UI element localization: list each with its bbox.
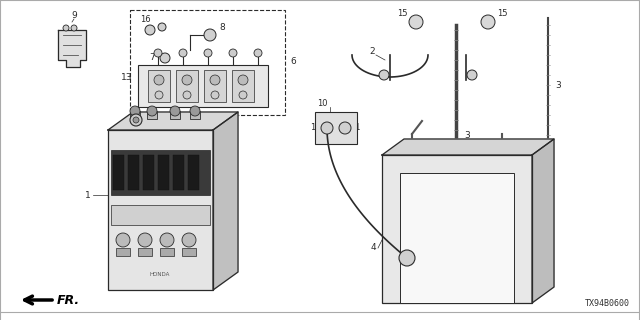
Circle shape xyxy=(210,75,220,85)
Text: 14: 14 xyxy=(415,261,427,270)
Circle shape xyxy=(238,75,248,85)
Text: 15: 15 xyxy=(397,9,407,18)
Bar xyxy=(111,150,210,195)
Circle shape xyxy=(130,106,140,116)
Bar xyxy=(138,248,152,256)
Bar xyxy=(160,248,174,256)
Polygon shape xyxy=(213,112,238,290)
Circle shape xyxy=(145,25,155,35)
Text: 8: 8 xyxy=(219,22,225,31)
Bar xyxy=(111,205,210,225)
Circle shape xyxy=(182,233,196,247)
Text: 4: 4 xyxy=(370,244,376,252)
Circle shape xyxy=(182,75,192,85)
Text: 13: 13 xyxy=(121,74,132,83)
Bar xyxy=(128,155,139,190)
Bar xyxy=(315,112,357,144)
Bar xyxy=(130,10,285,115)
Bar xyxy=(173,155,184,190)
Bar xyxy=(138,65,268,107)
Text: 2: 2 xyxy=(369,47,375,57)
Text: 3: 3 xyxy=(555,81,561,90)
Circle shape xyxy=(211,91,219,99)
Text: FR.: FR. xyxy=(57,293,80,307)
Circle shape xyxy=(254,49,262,57)
Circle shape xyxy=(399,250,415,266)
Bar xyxy=(143,155,154,190)
Bar xyxy=(158,155,169,190)
Circle shape xyxy=(229,49,237,57)
Circle shape xyxy=(147,106,157,116)
Circle shape xyxy=(116,233,130,247)
Circle shape xyxy=(138,233,152,247)
Bar xyxy=(188,155,199,190)
Circle shape xyxy=(467,70,477,80)
Circle shape xyxy=(339,122,351,134)
Circle shape xyxy=(154,75,164,85)
Circle shape xyxy=(183,91,191,99)
Bar xyxy=(204,70,226,102)
Text: 15: 15 xyxy=(497,9,508,18)
Bar xyxy=(148,70,170,102)
Text: 9: 9 xyxy=(71,12,77,20)
Circle shape xyxy=(481,15,495,29)
Circle shape xyxy=(158,23,166,31)
Circle shape xyxy=(133,117,139,123)
Circle shape xyxy=(179,49,187,57)
Text: 5: 5 xyxy=(151,108,157,116)
Polygon shape xyxy=(382,139,554,155)
Bar xyxy=(182,248,196,256)
Bar xyxy=(382,155,532,303)
Bar xyxy=(176,70,198,102)
Text: 16: 16 xyxy=(140,14,150,23)
Text: 11: 11 xyxy=(349,124,360,132)
Text: 6: 6 xyxy=(290,58,296,67)
Bar xyxy=(147,111,157,119)
Circle shape xyxy=(155,91,163,99)
Circle shape xyxy=(154,49,162,57)
Circle shape xyxy=(130,114,142,126)
Bar xyxy=(190,111,200,119)
Bar xyxy=(232,70,254,102)
Polygon shape xyxy=(532,139,554,303)
Circle shape xyxy=(63,25,69,31)
Polygon shape xyxy=(58,30,86,67)
Text: TX94B0600: TX94B0600 xyxy=(585,299,630,308)
Circle shape xyxy=(160,233,174,247)
Circle shape xyxy=(160,53,170,63)
Text: 10: 10 xyxy=(317,99,327,108)
Circle shape xyxy=(409,15,423,29)
Circle shape xyxy=(170,106,180,116)
Text: 12: 12 xyxy=(310,124,320,132)
Circle shape xyxy=(239,91,247,99)
Circle shape xyxy=(71,25,77,31)
Circle shape xyxy=(379,70,389,80)
Circle shape xyxy=(190,106,200,116)
Bar xyxy=(116,248,130,256)
Text: 7: 7 xyxy=(149,53,155,62)
Text: 1: 1 xyxy=(85,190,91,199)
Text: 3: 3 xyxy=(464,131,470,140)
Circle shape xyxy=(204,49,212,57)
Text: HONDA: HONDA xyxy=(150,273,170,277)
Bar xyxy=(113,155,124,190)
Bar xyxy=(130,111,140,119)
Bar xyxy=(108,130,213,290)
Circle shape xyxy=(321,122,333,134)
Circle shape xyxy=(204,29,216,41)
Bar xyxy=(400,173,514,303)
Bar xyxy=(170,111,180,119)
Polygon shape xyxy=(108,112,238,130)
